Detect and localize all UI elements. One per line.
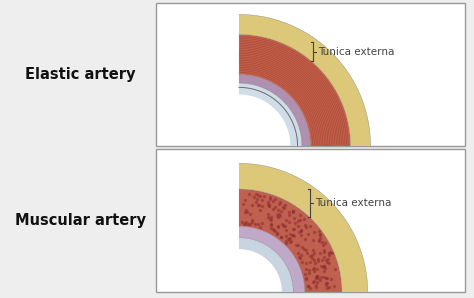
Polygon shape	[239, 14, 371, 146]
Bar	[156, 3, 465, 146]
Polygon shape	[239, 35, 350, 146]
Text: Tunica externa: Tunica externa	[318, 46, 394, 57]
Text: Muscular artery: Muscular artery	[15, 213, 146, 228]
Polygon shape	[239, 189, 342, 292]
Polygon shape	[239, 238, 293, 292]
Polygon shape	[239, 83, 302, 146]
Bar	[156, 149, 465, 292]
Polygon shape	[239, 74, 310, 146]
Polygon shape	[239, 163, 368, 292]
Text: Elastic artery: Elastic artery	[25, 67, 136, 82]
Polygon shape	[239, 226, 305, 292]
Text: Tunica externa: Tunica externa	[315, 198, 391, 208]
